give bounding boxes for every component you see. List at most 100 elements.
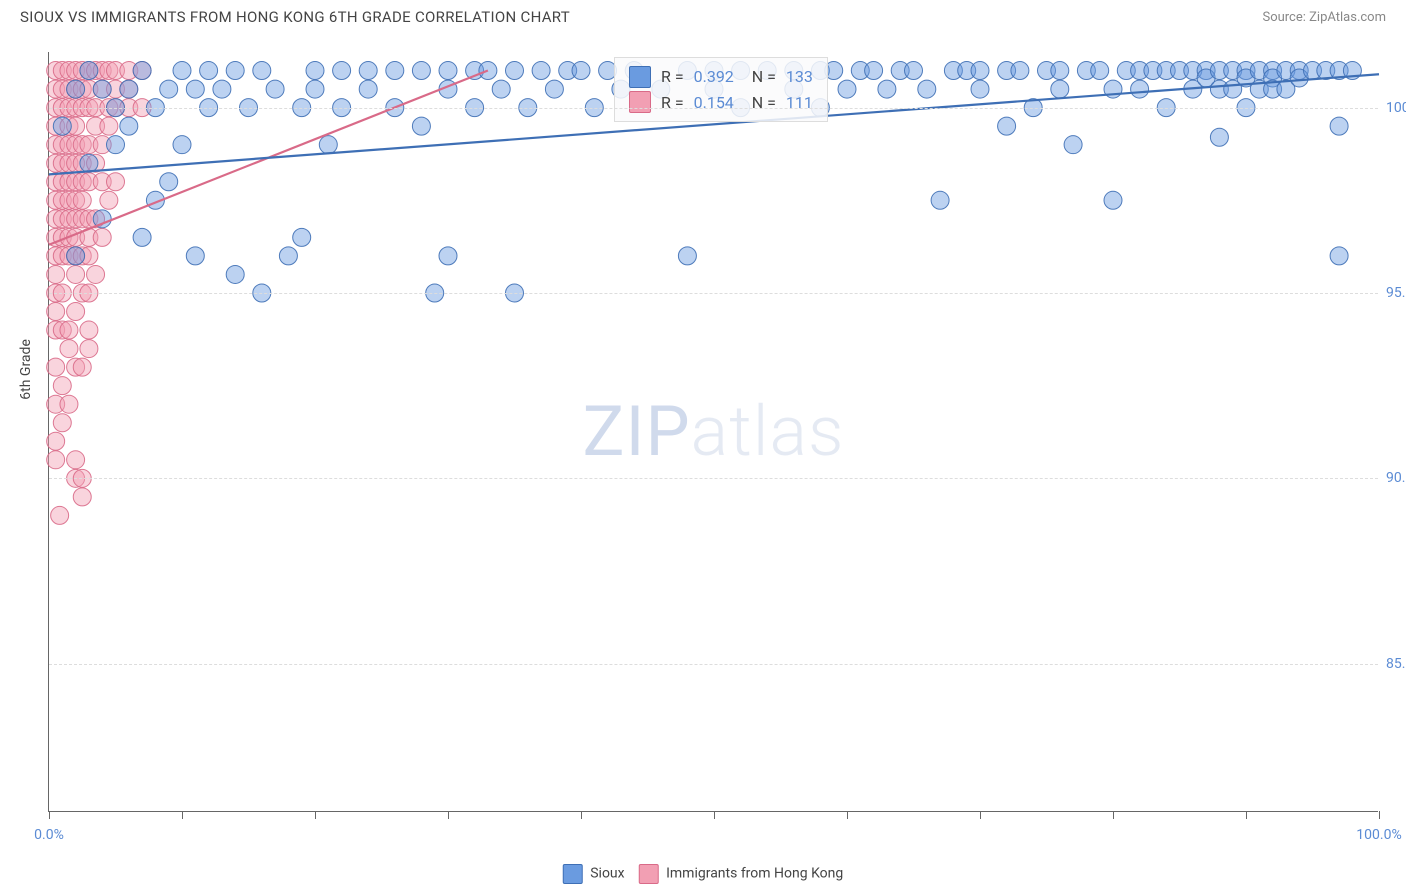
data-point xyxy=(73,488,91,506)
legend-item-hk: Immigrants from Hong Kong xyxy=(639,864,844,884)
data-point xyxy=(200,62,218,80)
data-point xyxy=(1330,117,1348,135)
legend-swatch-sioux xyxy=(563,864,583,884)
data-point xyxy=(971,80,989,98)
data-point xyxy=(60,340,78,358)
stats-swatch-hk xyxy=(629,91,651,113)
data-point xyxy=(73,191,91,209)
data-point xyxy=(479,62,497,80)
stats-n-label-2: N = xyxy=(744,90,776,116)
data-point xyxy=(905,62,923,80)
yaxis-title: 6th Grade xyxy=(18,339,34,400)
data-point xyxy=(67,265,85,283)
stats-box: R = 0.392 N = 133 R = 0.154 N = 111 xyxy=(614,57,828,122)
legend-label-hk: Immigrants from Hong Kong xyxy=(666,866,843,882)
data-point xyxy=(306,80,324,98)
data-point xyxy=(506,62,524,80)
data-point xyxy=(545,80,563,98)
ytick-label: 85.0% xyxy=(1386,656,1406,672)
data-point xyxy=(120,117,138,135)
data-point xyxy=(1104,191,1122,209)
data-point xyxy=(100,191,118,209)
data-point xyxy=(67,451,85,469)
data-point xyxy=(226,265,244,283)
data-point xyxy=(67,303,85,321)
data-point xyxy=(53,414,71,432)
data-point xyxy=(60,321,78,339)
data-point xyxy=(572,62,590,80)
data-point xyxy=(133,228,151,246)
ytick-label: 100.0% xyxy=(1386,100,1406,116)
data-point xyxy=(532,62,550,80)
data-point xyxy=(386,62,404,80)
data-point xyxy=(213,80,231,98)
data-point xyxy=(492,80,510,98)
data-point xyxy=(80,321,98,339)
stats-swatch-sioux xyxy=(629,66,651,88)
data-point xyxy=(865,62,883,80)
data-point xyxy=(160,80,178,98)
stats-row-hk: R = 0.154 N = 111 xyxy=(629,90,813,116)
stats-row-sioux: R = 0.392 N = 133 xyxy=(629,64,813,90)
legend-label-sioux: Sioux xyxy=(590,866,624,882)
data-point xyxy=(1051,80,1069,98)
xtick-label: 100.0% xyxy=(1356,827,1401,843)
data-point xyxy=(306,62,324,80)
data-point xyxy=(412,62,430,80)
data-point xyxy=(412,117,430,135)
legend-swatch-hk xyxy=(639,864,659,884)
data-point xyxy=(47,432,65,450)
data-point xyxy=(47,451,65,469)
data-point xyxy=(678,247,696,265)
data-point xyxy=(253,62,271,80)
data-point xyxy=(60,395,78,413)
legend-item-sioux: Sioux xyxy=(563,864,625,884)
data-point xyxy=(107,136,125,154)
data-point xyxy=(107,173,125,191)
data-point xyxy=(160,173,178,191)
data-point xyxy=(93,80,111,98)
data-point xyxy=(100,117,118,135)
data-point xyxy=(47,265,65,283)
data-point xyxy=(53,377,71,395)
data-point xyxy=(1011,62,1029,80)
data-point xyxy=(319,136,337,154)
stats-n-hk: 111 xyxy=(786,90,813,116)
data-point xyxy=(186,247,204,265)
data-point xyxy=(333,62,351,80)
source-label: Source: ZipAtlas.com xyxy=(1262,10,1386,25)
data-point xyxy=(1064,136,1082,154)
data-point xyxy=(51,506,69,524)
stats-n-sioux: 133 xyxy=(786,64,813,90)
data-point xyxy=(47,303,65,321)
data-point xyxy=(53,117,71,135)
chart-title: SIOUX VS IMMIGRANTS FROM HONG KONG 6TH G… xyxy=(20,8,570,26)
stats-r-sioux: 0.392 xyxy=(694,64,734,90)
data-point xyxy=(878,80,896,98)
data-point xyxy=(73,358,91,376)
data-point xyxy=(87,265,105,283)
stats-r-hk: 0.154 xyxy=(694,90,734,116)
data-point xyxy=(80,340,98,358)
data-point xyxy=(186,80,204,98)
stats-r-label-2: R = xyxy=(661,90,684,116)
data-point xyxy=(439,247,457,265)
plot-area: ZIPatlas R = 0.392 N = 133 R = 0.154 N =… xyxy=(48,52,1378,812)
data-point xyxy=(1091,62,1109,80)
data-point xyxy=(173,136,191,154)
stats-r-label: R = xyxy=(661,64,684,90)
xtick-label: 0.0% xyxy=(34,827,64,843)
stats-n-label: N = xyxy=(744,64,776,90)
header: SIOUX VS IMMIGRANTS FROM HONG KONG 6TH G… xyxy=(0,0,1406,30)
data-point xyxy=(293,228,311,246)
data-point xyxy=(133,62,151,80)
ytick-label: 95.0% xyxy=(1386,285,1406,301)
data-point xyxy=(47,358,65,376)
chart-svg xyxy=(49,52,1378,811)
data-point xyxy=(359,62,377,80)
data-point xyxy=(279,247,297,265)
data-point xyxy=(93,228,111,246)
data-point xyxy=(67,247,85,265)
data-point xyxy=(80,154,98,172)
ytick-label: 90.0% xyxy=(1386,470,1406,486)
